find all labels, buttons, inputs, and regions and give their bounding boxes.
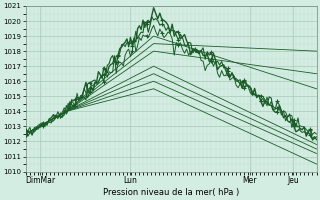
X-axis label: Pression niveau de la mer( hPa ): Pression niveau de la mer( hPa ): [103, 188, 239, 197]
